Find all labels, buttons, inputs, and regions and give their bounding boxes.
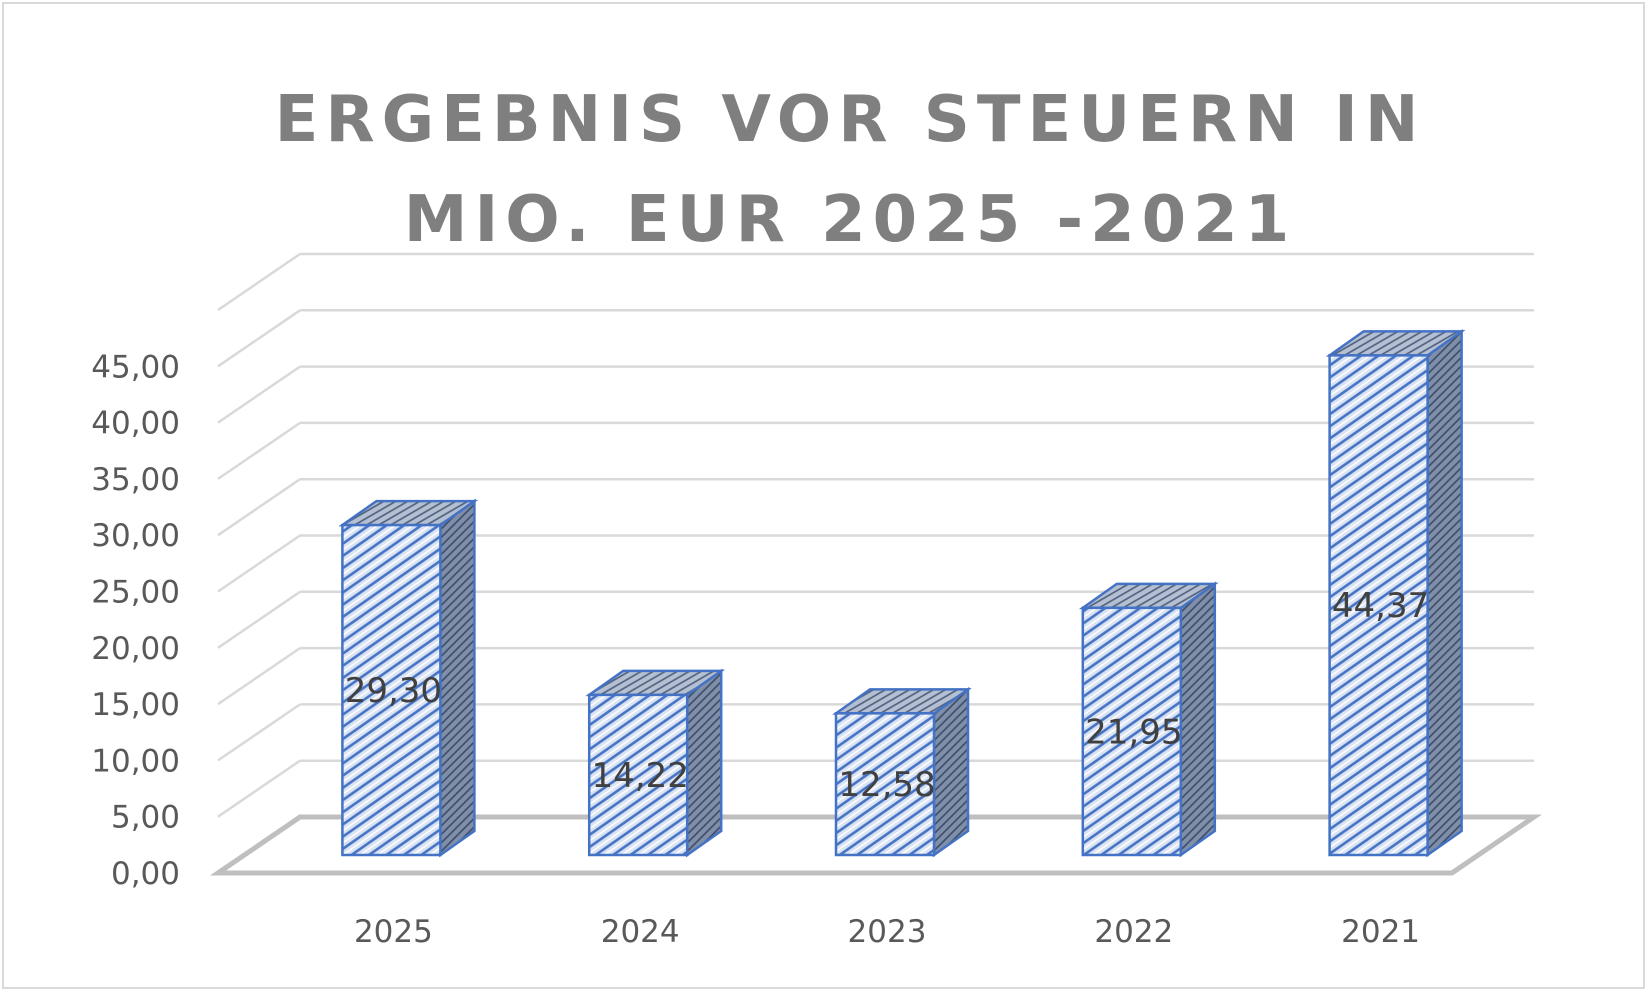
bars [338,328,1466,858]
chart-title: ERGEBNIS VOR STEUERN IN MIO. EUR 2025 -2… [274,83,1426,257]
gridline-side [217,365,301,424]
y-tick-label: 40,00 [91,406,180,442]
bar-front-face [341,523,442,857]
gridline-side [217,703,301,762]
y-tick-label: 5,00 [111,800,180,836]
bar-front-face [834,712,936,857]
y-tick-label: 0,00 [111,856,180,892]
floor-outline [209,814,1543,876]
y-tick-label: 10,00 [91,743,180,779]
x-tick-label: 2021 [1341,914,1420,950]
gridline-side [217,252,301,312]
y-tick-label: 20,00 [91,631,180,667]
gridline-side [217,590,301,649]
bar-2024 [585,668,726,858]
y-tick-label: 25,00 [91,575,180,611]
x-tick-label: 2022 [1094,914,1173,950]
gridline-side [217,421,301,480]
chart-floor [209,814,1543,876]
bar-2025 [338,498,479,858]
gridline-side [217,478,301,537]
data-label: 29,30 [345,671,442,711]
data-labels: 29,30 14,22 12,58 21,95 44,37 [345,586,1430,805]
data-label: 14,22 [592,756,689,796]
bar-front-face [1328,354,1429,857]
y-tick-label: 35,00 [91,462,180,498]
gridline-side [217,309,301,368]
bar-2023 [832,686,972,858]
gridline-side [217,759,301,818]
gridline-side [217,647,301,706]
data-label: 12,58 [838,765,935,805]
x-axis-labels: 2025 2024 2023 2022 2021 [354,914,1420,950]
y-axis-labels: 0,00 5,00 10,00 15,00 20,00 25,00 30,00 35,00 40… [91,349,180,892]
bar-side-face [1426,328,1463,858]
bar-side-face [932,686,970,858]
gridline-side [217,534,301,593]
bar-side-face [1179,581,1217,858]
x-tick-label: 2024 [601,914,680,950]
x-tick-label: 2023 [848,914,927,950]
bar-2021 [1325,328,1466,858]
y-tick-label: 15,00 [91,687,180,723]
data-label: 21,95 [1085,712,1182,752]
bar-front-face [587,693,689,857]
bar-front-face [1081,606,1183,857]
y-tick-label: 30,00 [91,518,180,554]
y-tick-label: 45,00 [91,349,180,385]
x-tick-label: 2025 [354,914,433,950]
bar-2022 [1078,581,1219,858]
data-label: 44,37 [1332,586,1429,626]
bar-side-face [439,498,476,858]
bar-side-face [685,668,723,858]
